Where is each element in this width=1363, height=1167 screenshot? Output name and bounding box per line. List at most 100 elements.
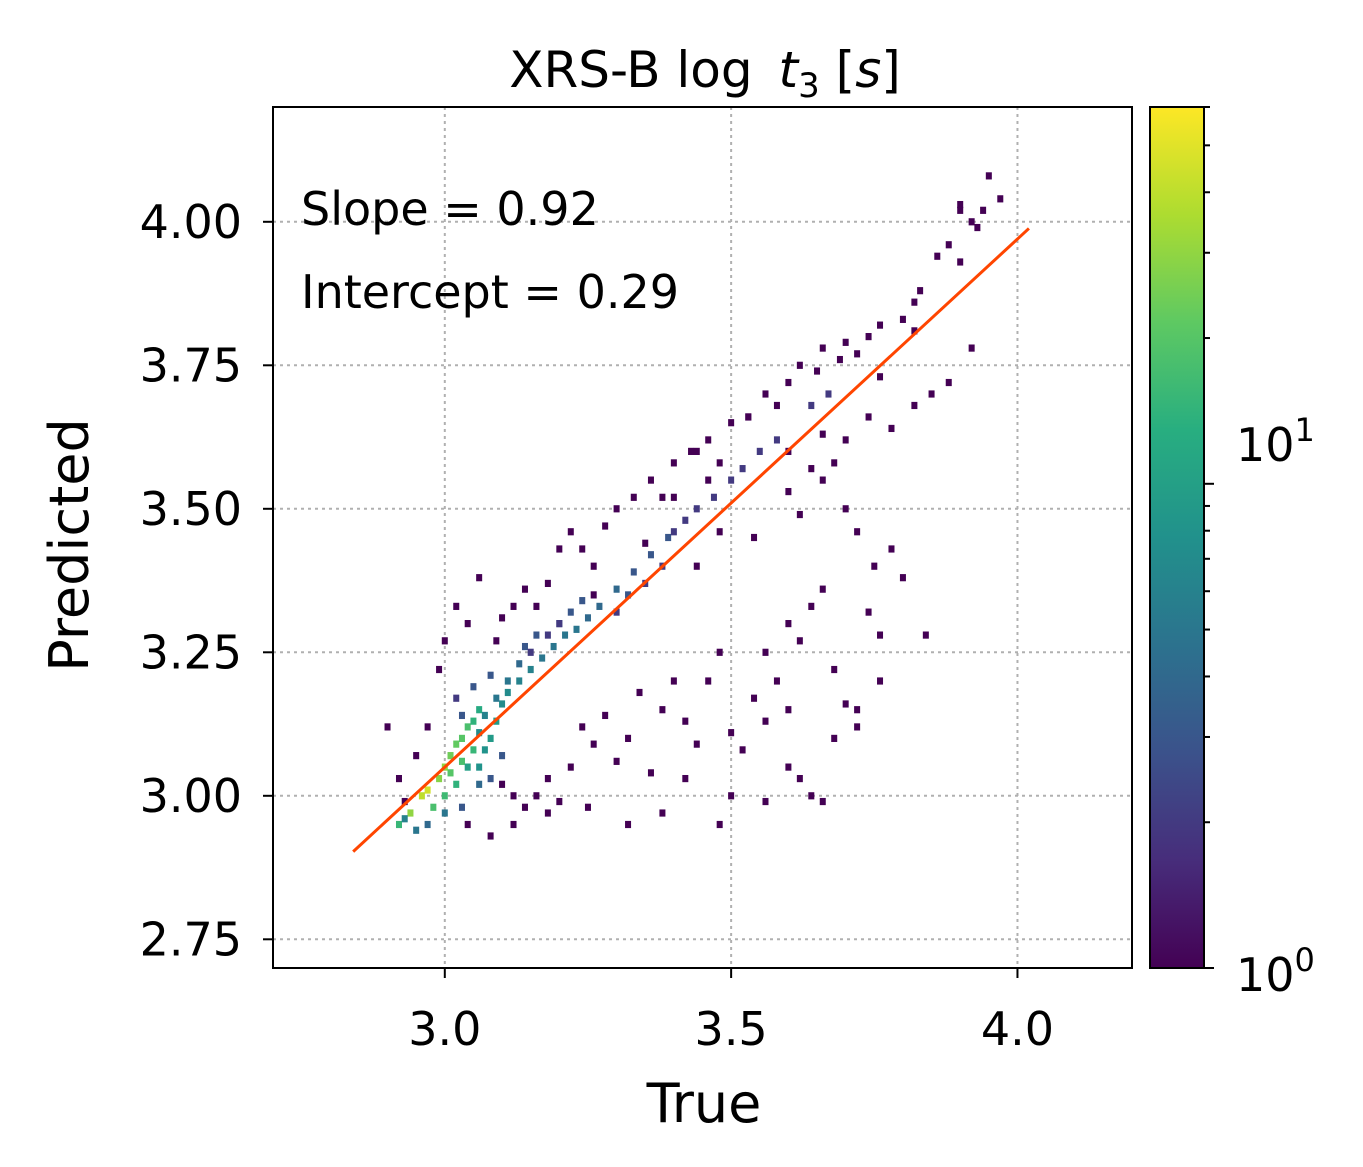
histogram-bin <box>476 780 483 788</box>
title-unit-close: ] <box>881 41 901 99</box>
histogram-bin <box>808 465 815 473</box>
histogram-bin <box>728 419 735 427</box>
histogram-bin <box>693 562 700 570</box>
histogram-bin <box>716 648 723 656</box>
histogram-bin <box>705 476 712 484</box>
histogram-bin <box>762 717 769 725</box>
histogram-bin <box>464 820 471 829</box>
histogram-bin <box>567 763 574 771</box>
histogram-bin <box>670 528 677 536</box>
histogram-bin <box>441 809 448 817</box>
histogram-bin <box>682 516 689 524</box>
histogram-bin <box>481 746 488 754</box>
histogram-bin <box>464 723 471 731</box>
histogram-bin <box>458 803 465 811</box>
histogram-bin <box>842 436 849 444</box>
histogram-bin <box>785 378 792 387</box>
histogram-bin <box>762 390 769 398</box>
histogram-bin <box>544 579 551 588</box>
histogram-bin <box>424 786 431 794</box>
histogram-bin <box>808 401 815 410</box>
x-tick-label: 3.5 <box>695 1002 768 1056</box>
histogram-bin <box>499 752 506 760</box>
histogram-bin <box>499 700 506 708</box>
histogram-bin <box>516 660 523 668</box>
y-tick-label: 3.50 <box>140 482 242 536</box>
y-tick-label: 3.25 <box>140 625 242 679</box>
histogram-bin <box>579 545 586 553</box>
title-main: XRS-B log <box>509 41 768 99</box>
grid <box>273 107 1132 968</box>
histogram-bin <box>476 763 483 771</box>
histogram-bin <box>504 688 511 697</box>
histogram-bin <box>865 608 872 616</box>
histogram-bin <box>785 763 792 771</box>
histogram-bin <box>470 746 477 754</box>
histogram-bin <box>728 792 735 800</box>
histogram-bin <box>877 631 884 639</box>
histogram-bin <box>602 711 609 720</box>
histogram-bin <box>453 740 460 748</box>
histogram-bin <box>476 729 483 737</box>
histogram-bin <box>521 585 528 593</box>
histogram-bin <box>854 350 861 358</box>
histogram-bin <box>562 631 569 639</box>
x-axis-label: True <box>646 1072 762 1135</box>
histogram-bin <box>636 688 643 697</box>
histogram-bin <box>476 574 483 582</box>
histogram-bin <box>796 774 803 783</box>
histogram-bin <box>401 815 408 823</box>
histogram-bin <box>756 447 763 455</box>
histogram-bin <box>464 620 471 628</box>
histogram-bin <box>510 602 517 610</box>
histogram-bin <box>447 769 454 777</box>
histogram-bin <box>762 648 769 656</box>
histogram-bin <box>481 711 488 720</box>
histogram-bin <box>831 734 838 742</box>
histogram-bin <box>464 763 471 771</box>
histogram-bin <box>871 562 878 570</box>
histogram-bin <box>997 195 1004 203</box>
histogram-bin <box>957 258 964 266</box>
histogram-bin <box>670 459 677 467</box>
y-axis-ticks: 2.75 3.00 3.25 3.50 3.75 4.00 <box>140 195 273 966</box>
histogram-bin <box>625 591 632 599</box>
histogram-bin <box>819 585 826 593</box>
histogram-bin <box>527 648 534 656</box>
title-sub: 3 <box>798 66 820 106</box>
histogram-bin <box>974 223 981 232</box>
histogram-bin <box>556 797 563 806</box>
plot-frame <box>272 106 1133 969</box>
histogram-bin <box>819 797 826 806</box>
y-tick-label: 3.75 <box>140 338 242 392</box>
histogram-bin <box>705 677 712 685</box>
histogram-bin <box>877 677 884 685</box>
histogram-bin <box>556 545 563 553</box>
histogram-bin <box>836 355 843 364</box>
histogram-bin <box>544 774 551 783</box>
histogram-bin <box>453 694 460 702</box>
histogram-bin <box>441 792 448 800</box>
histogram-bin <box>413 826 420 834</box>
histogram-bin <box>934 252 941 260</box>
histogram-bin <box>487 832 494 840</box>
histogram-bin <box>842 338 849 346</box>
histogram-bin <box>773 677 780 685</box>
histogram-bin <box>659 493 666 501</box>
histogram-bin <box>424 820 431 829</box>
histogram-bin <box>493 637 500 645</box>
histogram-bin <box>877 373 884 381</box>
histogram-bin <box>447 752 454 760</box>
histogram-bin <box>625 820 632 829</box>
histogram-bin <box>682 717 689 725</box>
histogram-bin <box>865 333 872 341</box>
histogram-bin <box>842 505 849 513</box>
histogram-bin <box>510 792 517 800</box>
histogram-bin <box>728 476 735 484</box>
histogram-bin <box>395 774 402 783</box>
histogram-bin <box>808 792 815 800</box>
y-tick-label: 4.00 <box>140 195 242 249</box>
histogram-bin <box>567 608 574 616</box>
histogram-bin <box>819 476 826 484</box>
